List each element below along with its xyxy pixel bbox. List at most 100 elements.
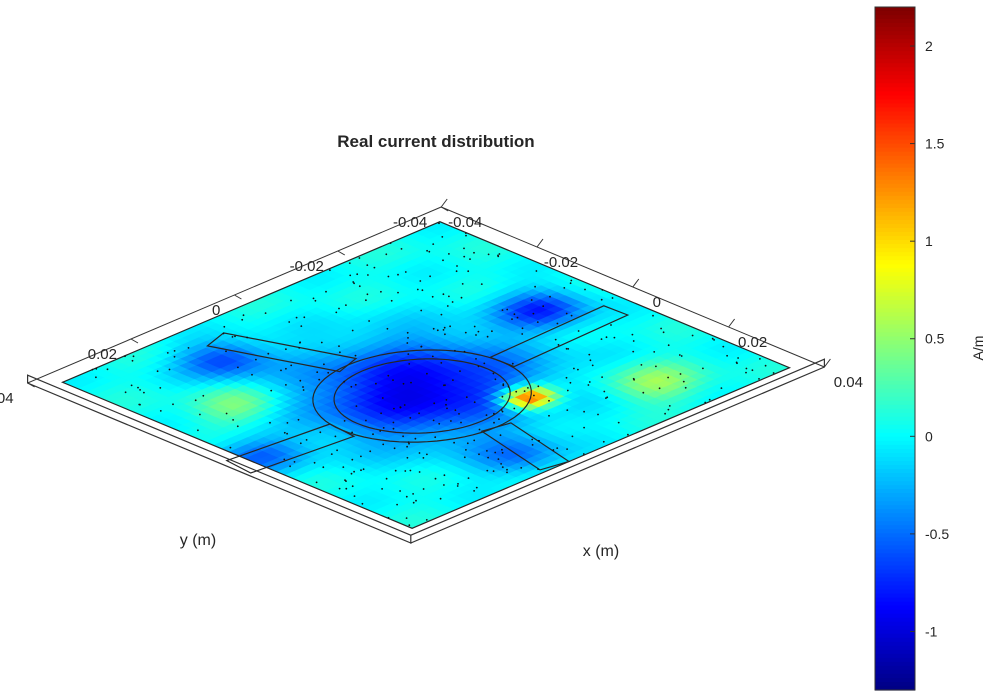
mesh-point: [360, 455, 362, 458]
mesh-point: [445, 399, 448, 401]
mesh-point: [397, 273, 399, 276]
mesh-point: [379, 430, 382, 432]
mesh-point: [566, 409, 569, 411]
colorbar-swatch: [875, 400, 915, 406]
mesh-point: [597, 413, 599, 416]
colorbar-swatch: [875, 107, 915, 113]
mesh-point: [353, 282, 355, 285]
mesh-point: [443, 474, 446, 477]
mesh-point: [436, 329, 439, 332]
mesh-point: [299, 379, 302, 382]
mesh-point: [414, 437, 417, 440]
x-tick-mark: [728, 318, 735, 328]
x-tick-mark: [824, 358, 831, 368]
colorbar-swatch: [875, 364, 915, 370]
mesh-point: [448, 253, 450, 255]
feed-line-west: [206, 332, 358, 373]
mesh-point: [464, 331, 467, 334]
mesh-point: [456, 485, 459, 487]
mesh-point: [565, 376, 568, 379]
mesh-point: [392, 379, 394, 381]
colorbar-swatch: [875, 183, 915, 189]
mesh-point: [465, 234, 467, 237]
mesh-point: [442, 329, 445, 331]
colorbar-swatch: [875, 489, 915, 494]
mesh-point: [530, 299, 533, 301]
colorbar-ticks: 2 1.5 1 0.5 0 -0.5 -1: [910, 38, 949, 640]
mesh-point: [354, 383, 357, 386]
mesh-point: [613, 336, 616, 339]
mesh-point: [143, 391, 145, 394]
mesh-point: [403, 404, 406, 406]
mesh-point: [441, 236, 444, 238]
colorbar-swatch: [875, 119, 915, 125]
colorbar-swatch: [875, 669, 915, 675]
mesh-point: [501, 448, 503, 451]
mesh-point: [285, 384, 287, 386]
mesh-point: [406, 445, 408, 448]
colorbar-swatch: [875, 328, 915, 334]
colorbar-swatch: [875, 223, 915, 229]
mesh-point: [399, 406, 402, 408]
mesh-point: [617, 421, 620, 424]
mesh-point: [267, 352, 270, 355]
colorbar-swatch: [875, 252, 915, 257]
y-tick-label: -0.02: [290, 258, 324, 275]
y-tick-label: 0.04: [0, 390, 14, 407]
mesh-point: [500, 463, 502, 465]
colorbar-swatch: [875, 629, 915, 635]
mesh-point: [582, 453, 585, 455]
colorbar-swatch: [875, 436, 915, 442]
mesh-point: [458, 413, 460, 415]
y-tick-mark: [234, 294, 242, 300]
mesh-point: [362, 468, 365, 471]
mesh-point: [231, 336, 234, 338]
current-surface: [62, 221, 790, 529]
mesh-point: [390, 299, 393, 302]
mesh-point: [535, 270, 538, 272]
mesh-point: [480, 283, 483, 285]
mesh-point: [329, 269, 331, 272]
mesh-point: [172, 403, 174, 406]
mesh-point: [387, 374, 390, 377]
mesh-point: [548, 399, 550, 402]
mesh-point: [684, 386, 687, 389]
mesh-point: [159, 410, 162, 412]
mesh-point: [587, 384, 590, 386]
colorbar-swatch: [875, 199, 915, 205]
mesh-point: [536, 321, 539, 323]
colorbar-swatch: [875, 521, 915, 526]
mesh-point: [463, 456, 466, 459]
colorbar-swatch: [875, 95, 915, 101]
mesh-point: [303, 316, 306, 319]
colorbar-swatch: [875, 87, 915, 92]
mesh-point: [407, 353, 410, 355]
x-tick-label: -0.02: [544, 254, 578, 271]
mesh-point: [197, 429, 199, 432]
mesh-point: [313, 461, 316, 464]
colorbar-swatch: [875, 352, 915, 358]
colorbar-swatch: [875, 517, 915, 522]
mesh-point: [506, 468, 508, 471]
mesh-point: [194, 399, 197, 402]
colorbar-swatch: [875, 35, 915, 40]
colorbar-swatch: [875, 533, 915, 538]
colorbar-swatch: [875, 248, 915, 253]
colorbar: 2 1.5 1 0.5 0 -0.5 -1 A/m: [874, 6, 986, 691]
mesh-point: [653, 351, 656, 353]
mesh-point: [419, 280, 422, 282]
mesh-point: [463, 350, 466, 353]
colorbar-swatch: [875, 312, 915, 317]
colorbar-tick-label: 2: [925, 38, 933, 54]
mesh-point: [511, 362, 514, 365]
colorbar-swatch: [875, 171, 915, 177]
mesh-point: [422, 457, 425, 459]
colorbar-swatch: [875, 111, 915, 117]
colorbar-swatch: [875, 340, 915, 346]
mesh-point: [225, 412, 228, 415]
colorbar-swatch: [875, 360, 915, 366]
mesh-point: [443, 326, 446, 329]
mesh-point: [549, 295, 551, 298]
colorbar-swatch: [875, 569, 915, 575]
mesh-point: [542, 305, 545, 308]
